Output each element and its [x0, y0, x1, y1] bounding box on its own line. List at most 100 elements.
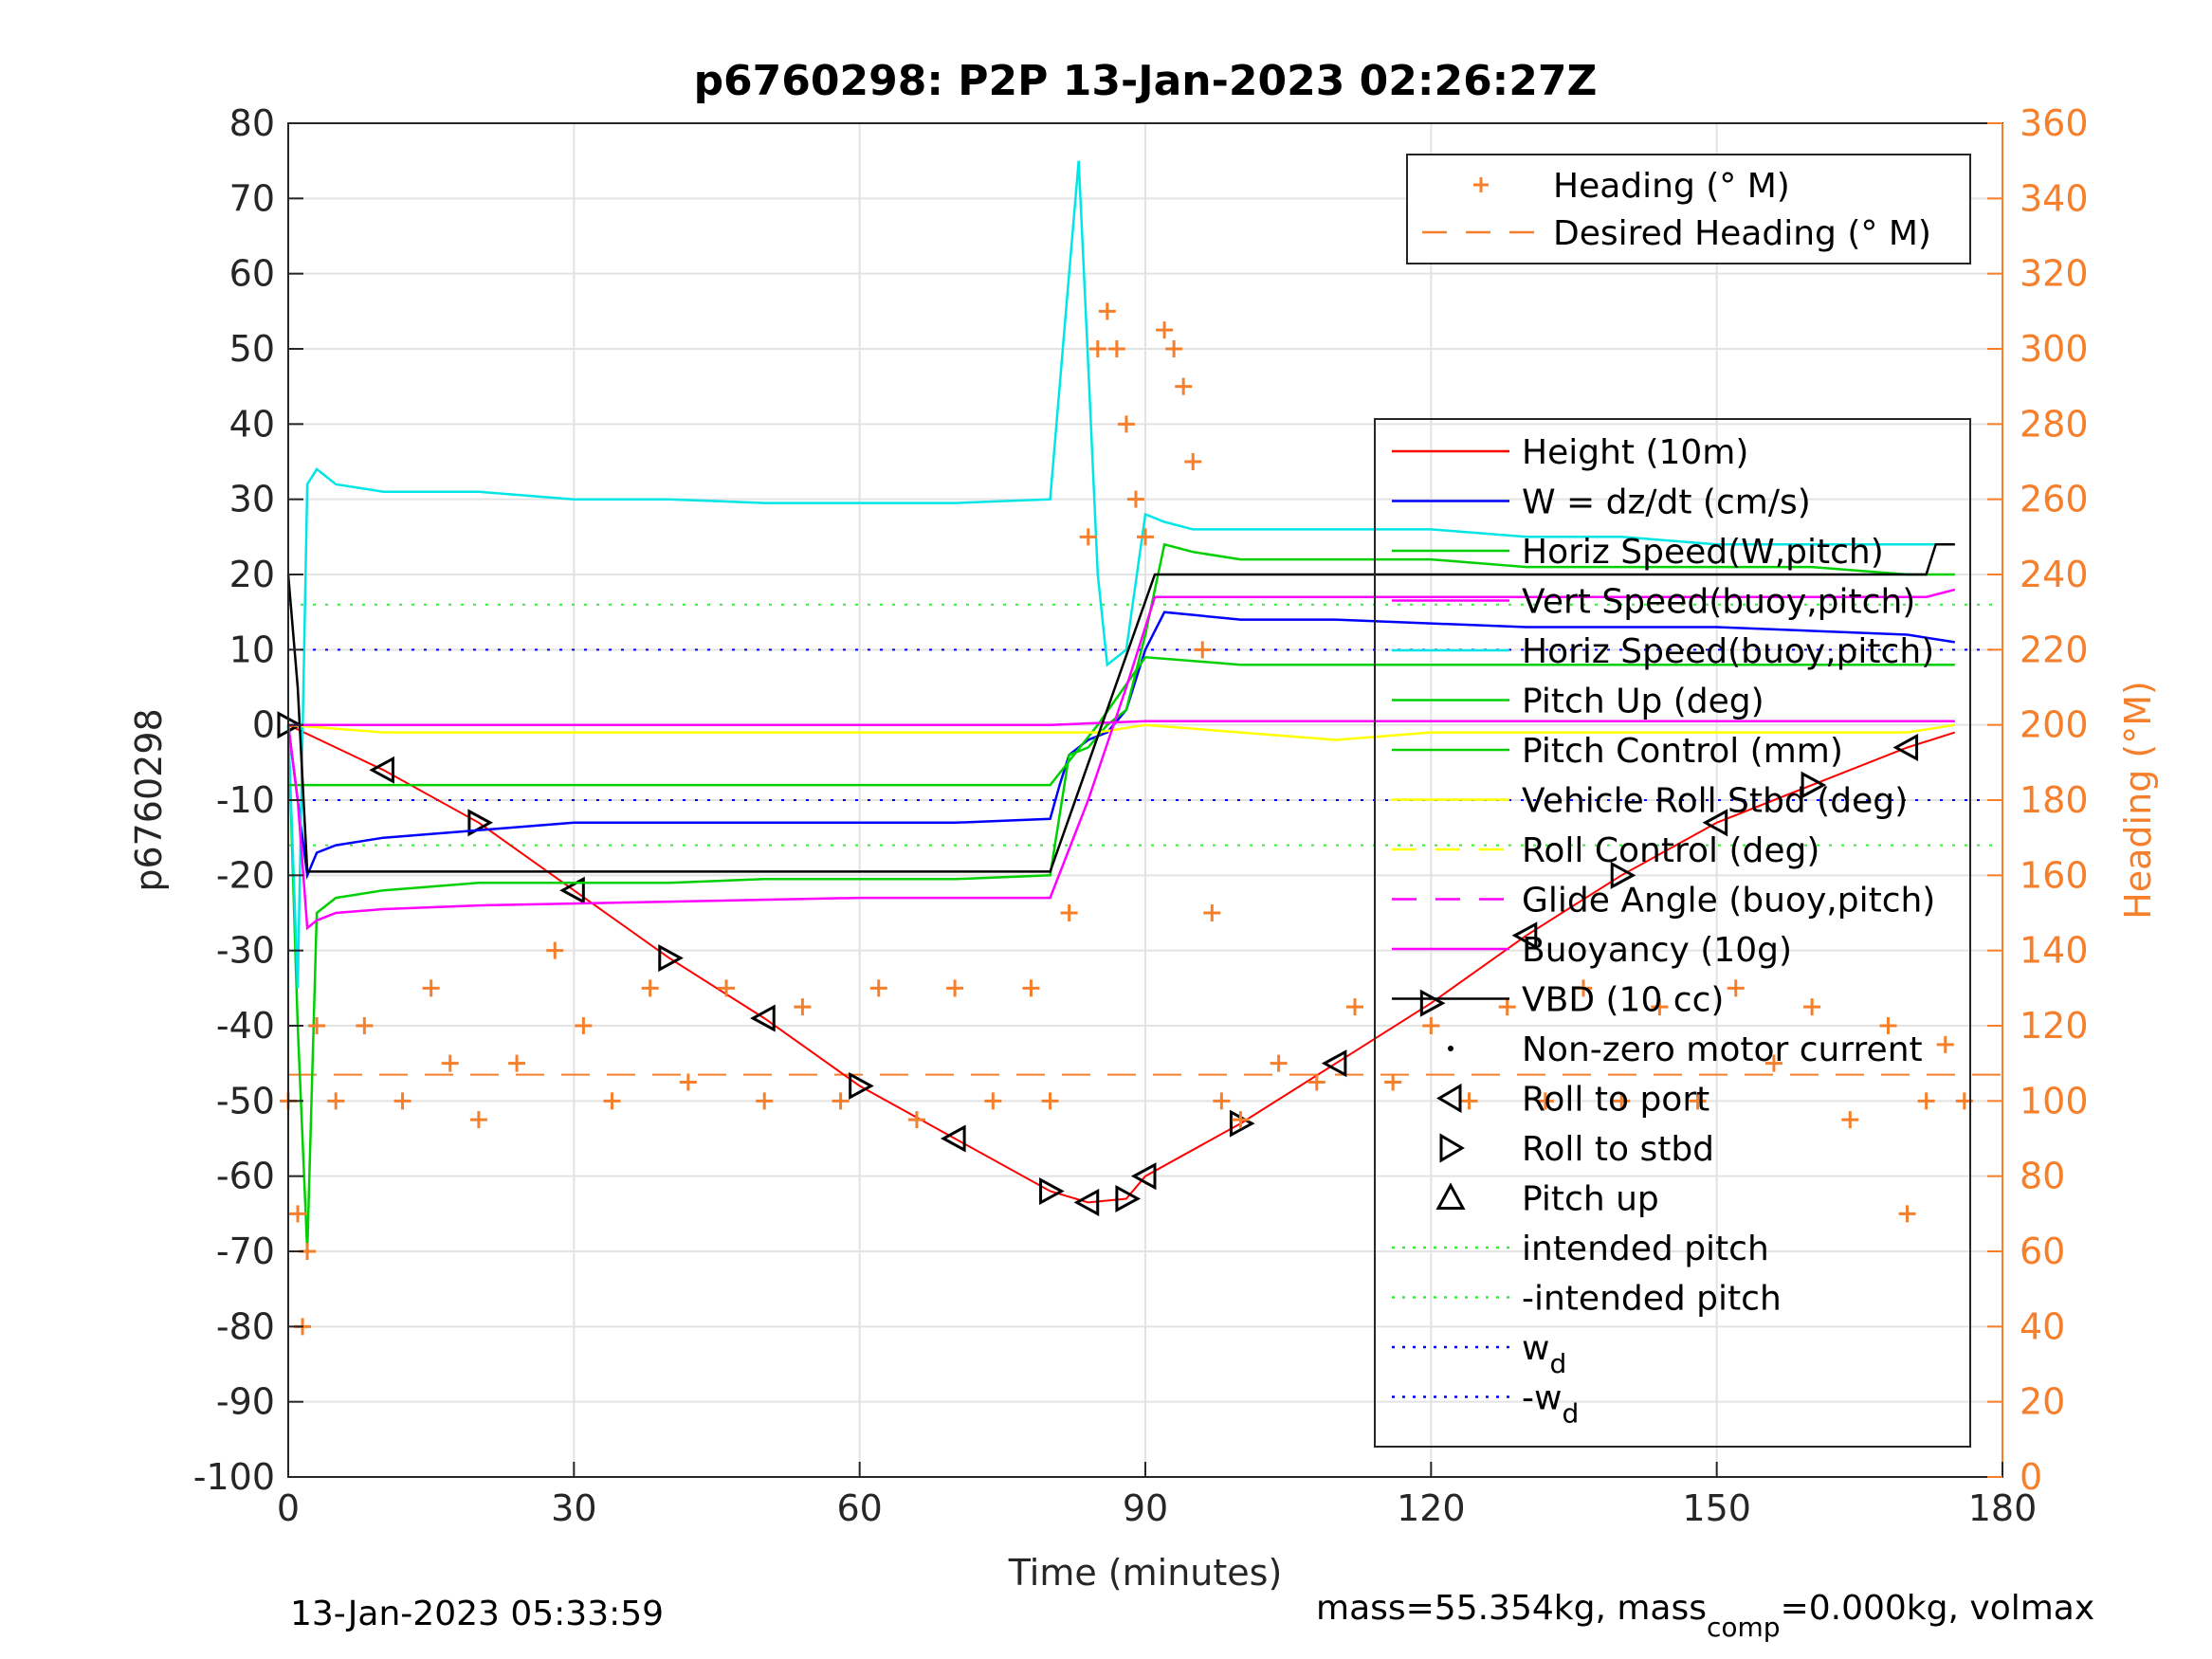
roll-to-port-marker	[1892, 733, 1919, 761]
y-tick-label-right: 0	[2020, 1456, 2042, 1498]
heading-marker	[469, 1111, 487, 1129]
y-tick-label-right: 160	[2020, 854, 2089, 896]
legend-label-vert-speed-buoy-pitch: Vert Speed(buoy,pitch)	[1522, 583, 1915, 622]
heading-marker	[441, 1054, 459, 1072]
heading-marker	[1203, 904, 1221, 921]
y-tick-label-right: 100	[2020, 1080, 2089, 1121]
series-line-vehicle-roll-stbd-deg	[287, 723, 1955, 741]
roll-to-port-marker	[1511, 921, 1538, 950]
series-horiz-speed-buoy-pitch	[286, 160, 1955, 989]
legend-label-buoyancy-10g: Buoyancy (10g)	[1522, 931, 1792, 970]
heading-marker	[1841, 1111, 1859, 1129]
heading-marker	[1088, 340, 1106, 357]
heading-marker	[1651, 998, 1669, 1016]
heading-marker	[641, 979, 659, 997]
legend-sample-non-zero-motor-current	[1448, 1046, 1453, 1051]
roll-to-port-marker	[1321, 1049, 1347, 1078]
legend-label-w-dz-dt-cm-s: W = dz/dt (cm/s)	[1522, 483, 1811, 522]
y-tick-label-right: 60	[2020, 1231, 2065, 1272]
x-axis: 0 30 60 90 120 150 180	[277, 1462, 2037, 1529]
chart-title: p6760298: P2P 13-Jan-2023 02:26:27Z	[694, 57, 1598, 105]
legend-label-heading-m: Heading (° M)	[1553, 167, 1790, 206]
heading-marker	[1460, 1092, 1478, 1110]
y-axis-right-label: Heading (°M)	[2117, 681, 2159, 920]
y-tick-label-right: 140	[2020, 930, 2089, 972]
roll-to-stbd-marker	[1115, 1184, 1142, 1212]
y-tick-label-right: 240	[2020, 554, 2089, 595]
legend-top-box	[1406, 154, 1971, 264]
heading-marker	[1384, 1073, 1402, 1091]
reference-lines	[288, 603, 2002, 1076]
legend-label-desired-heading-m: Desired Heading (° M)	[1553, 214, 1931, 253]
heading-marker	[679, 1073, 697, 1091]
footer-mass-b: =0.000kg, volmax	[1781, 1589, 2095, 1628]
x-tick-label: 90	[1123, 1487, 1168, 1529]
heading-marker	[1060, 904, 1078, 921]
footer-timestamp: 13-Jan-2023 05:33:59	[290, 1595, 664, 1633]
legend-label-intended-pitch: -intended pitch	[1522, 1280, 1782, 1319]
heading-marker	[1879, 1017, 1897, 1034]
roll-to-stbd-marker	[1610, 861, 1636, 889]
roll-to-port-marker	[1130, 1162, 1157, 1191]
series-height-10m	[277, 711, 1956, 1216]
y-tick-label-right: 340	[2020, 177, 2089, 219]
legend-main: Height (10m) W = dz/dt (cm/s) Horiz Speed(…	[1374, 418, 1971, 1448]
y-tick-label-right: 260	[2020, 479, 2089, 520]
legend-label-intended-pitch: intended pitch	[1522, 1230, 1769, 1268]
heading-marker	[1613, 1092, 1631, 1110]
y-tick-label-left: -70	[216, 1231, 275, 1272]
series-pitch-up-deg	[288, 655, 1955, 787]
heading-marker	[289, 1205, 307, 1223]
roll-to-stbd-marker	[1039, 1177, 1065, 1206]
series-line-height-10m	[287, 723, 1956, 1204]
y-tick-label-left: 30	[229, 479, 275, 520]
series-heading-m	[280, 302, 1973, 1336]
roll-to-stbd-marker	[658, 944, 684, 973]
heading-marker	[1727, 979, 1745, 997]
legend-label-pitch-control-mm: Pitch Control (mm)	[1522, 732, 1843, 771]
series-glide-angle-buoy-pitch	[288, 720, 1955, 726]
footer-mass-sub: comp	[1707, 1612, 1781, 1643]
series-line-horiz-speed-w-pitch	[286, 542, 1955, 1252]
y-tick-label-left: 80	[229, 102, 275, 144]
series-vbd-10-cc	[286, 543, 1955, 873]
heading-marker	[1936, 1035, 1954, 1053]
legend-label-pitch-up: Pitch up	[1522, 1180, 1659, 1219]
heading-marker	[794, 998, 812, 1016]
heading-marker	[1689, 1092, 1707, 1110]
x-tick-label: 0	[277, 1487, 300, 1529]
y-tick-label-left: -50	[216, 1080, 275, 1121]
x-tick-label: 180	[1968, 1487, 2038, 1529]
heading-marker	[393, 1092, 411, 1110]
legend-label-horiz-speed-buoy-pitch: Horiz Speed(buoy,pitch)	[1522, 632, 1934, 671]
legend-label-height-10m: Height (10m)	[1522, 433, 1748, 472]
heading-marker	[1117, 415, 1135, 433]
series-vehicle-roll-stbd-deg	[287, 723, 1955, 741]
legend-label-non-zero-motor-current: Non-zero motor current	[1522, 1030, 1923, 1069]
series-line-buoyancy-10g	[286, 588, 1956, 931]
heading-marker	[603, 1092, 621, 1110]
roll-to-port-marker	[559, 876, 585, 904]
heading-marker	[508, 1054, 526, 1072]
heading-marker	[907, 1111, 925, 1129]
legend-sample-heading-m	[1473, 177, 1489, 192]
heading-marker	[1165, 340, 1183, 357]
heading-marker	[1764, 1054, 1782, 1072]
y-tick-label-right: 280	[2020, 403, 2089, 445]
heading-marker	[1803, 998, 1821, 1016]
roll-to-port-marker	[1073, 1188, 1100, 1216]
y-tick-label-right: 200	[2020, 704, 2089, 746]
heading-marker	[718, 979, 736, 997]
heading-marker	[422, 979, 440, 997]
heading-marker	[1898, 1205, 1916, 1223]
heading-marker	[869, 979, 887, 997]
footer-mass-info: mass=55.354kg, masscomp=0.000kg, volmax	[1316, 1589, 2094, 1643]
x-tick-label: 60	[836, 1487, 882, 1529]
legend-label-roll-to-port: Roll to port	[1522, 1081, 1709, 1120]
y-axis-right: 3603403203002802602402202001801601401201…	[1987, 102, 2089, 1498]
roll-to-stbd-marker	[467, 809, 494, 837]
series-group	[277, 160, 1973, 1336]
legend-label-glide-angle-buoy-pitch: Glide Angle (buoy,pitch)	[1522, 882, 1935, 921]
y-tick-label-right: 300	[2020, 328, 2089, 370]
y-tick-label-left: -90	[216, 1381, 275, 1423]
